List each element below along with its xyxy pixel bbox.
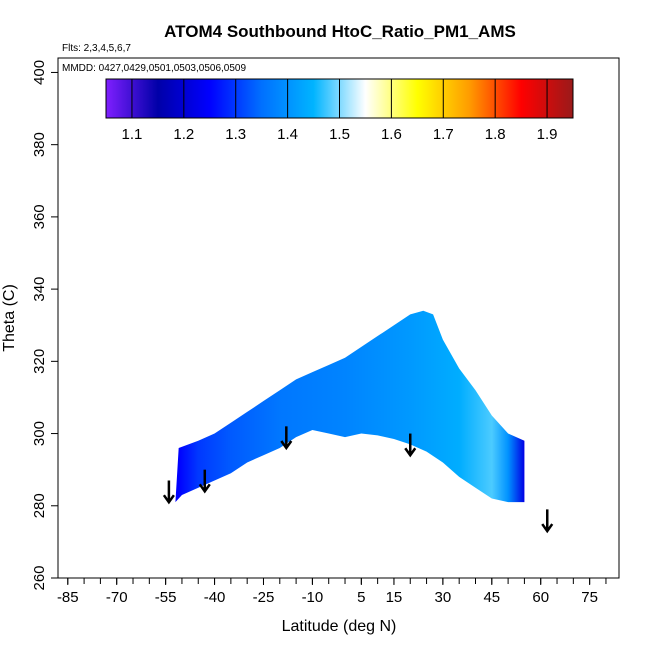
x-tick-label: 60 — [532, 589, 549, 606]
colorbar-tick-label: 1.9 — [537, 126, 558, 143]
colorbar-tick-label: 1.4 — [277, 126, 298, 143]
y-axis-label: Theta (C) — [1, 284, 18, 352]
colorbar-tick-label: 1.5 — [329, 126, 350, 143]
x-tick-label: -10 — [302, 589, 324, 606]
colorbar-tick-label: 1.1 — [122, 126, 143, 143]
x-tick-label: 15 — [386, 589, 403, 606]
arrows-group — [162, 426, 554, 534]
colorbar-tick-label: 1.7 — [433, 126, 454, 143]
colorbar-ticks: 1.1 1.2 1.3 1.4 1.5 1.6 1.7 1.8 1.9 — [122, 79, 558, 143]
x-tick-label: -85 — [57, 589, 79, 606]
x-tick-label: 5 — [357, 589, 365, 606]
colorbar-tick-label: 1.8 — [485, 126, 506, 143]
y-tick-label: 280 — [31, 493, 48, 518]
x-tick-label: 75 — [581, 589, 598, 606]
y-tick-label: 360 — [31, 204, 48, 229]
flight-arrow — [541, 509, 554, 534]
data-region-group — [162, 310, 554, 534]
x-axis: -85 -70 -55 -40 -25 -10 5 15 30 45 60 75 — [57, 577, 619, 606]
x-tick-label: 30 — [435, 589, 452, 606]
flights-label: Flts: 2,3,4,5,6,7 — [62, 43, 131, 54]
x-tick-label: -70 — [106, 589, 128, 606]
colorbar-tick-label: 1.2 — [173, 126, 194, 143]
y-tick-label: 320 — [31, 349, 48, 374]
x-tick-label: 45 — [483, 589, 500, 606]
y-axis: 260 280 300 320 340 360 380 400 — [31, 60, 58, 591]
y-tick-label: 400 — [31, 60, 48, 85]
colorbar-tick-label: 1.6 — [381, 126, 402, 143]
y-tick-label: 300 — [31, 421, 48, 446]
y-tick-label: 340 — [31, 277, 48, 302]
flight-arrow — [404, 433, 417, 458]
x-tick-label: -55 — [155, 589, 177, 606]
y-tick-label: 260 — [31, 565, 48, 590]
x-tick-label: -25 — [253, 589, 275, 606]
dates-label: MMDD: 0427,0429,0501,0503,0506,0509 — [62, 63, 246, 74]
plot-frame — [57, 57, 620, 579]
flight-arrow — [280, 426, 293, 451]
x-axis-label: Latitude (deg N) — [282, 618, 397, 635]
flight-arrow — [162, 480, 175, 505]
chart-title: ATOM4 Southbound HtoC_Ratio_PM1_AMS — [164, 22, 516, 41]
colorbar-tick-label: 1.3 — [225, 126, 246, 143]
flight-arrow — [198, 469, 211, 494]
y-tick-label: 380 — [31, 132, 48, 157]
data-region — [175, 310, 525, 503]
x-tick-label: -40 — [204, 589, 226, 606]
